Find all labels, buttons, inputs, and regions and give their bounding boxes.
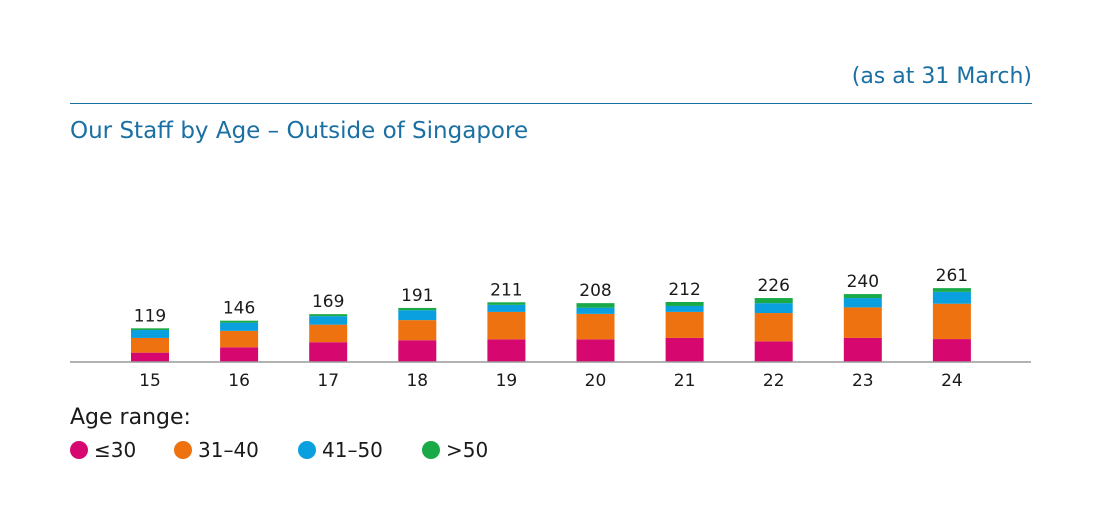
legend-item-31-40: 31–40 <box>174 438 298 462</box>
bar-segment <box>487 304 526 312</box>
bar-total-label: 226 <box>757 276 789 296</box>
legend-label: >50 <box>446 438 489 462</box>
bar-segment <box>220 322 259 331</box>
bar-segment <box>309 316 348 325</box>
legend-item-under-30: ≤30 <box>70 438 174 462</box>
magenta-dot-icon <box>70 441 88 459</box>
legend-label: 41–50 <box>322 438 383 462</box>
bar-segment <box>309 314 348 317</box>
x-tick-label: 18 <box>406 371 428 391</box>
bar-segment <box>220 330 259 348</box>
bar-segment <box>665 305 704 312</box>
bar-segment <box>932 303 971 340</box>
bar-segment <box>309 324 348 343</box>
blue-dot-icon <box>298 441 316 459</box>
x-tick-label: 20 <box>585 371 607 391</box>
bar-segment <box>398 310 437 321</box>
bar-segment <box>487 302 526 305</box>
bar-segment <box>843 298 882 308</box>
bar-segment <box>754 341 793 362</box>
x-tick-label: 16 <box>228 371 250 391</box>
bar-segment <box>576 313 615 340</box>
bar-total-label: 191 <box>401 286 433 306</box>
bar-segment <box>843 294 882 299</box>
x-tick-label: 17 <box>317 371 339 391</box>
bar-segment <box>843 337 882 362</box>
bar-segment <box>932 339 971 362</box>
bar-segment <box>220 347 259 362</box>
bar-total-label: 208 <box>579 281 611 301</box>
legend-label: 31–40 <box>198 438 259 462</box>
x-tick-label: 19 <box>496 371 518 391</box>
x-tick-label: 23 <box>852 371 874 391</box>
bar-segment <box>754 313 793 342</box>
bar-total-label: 169 <box>312 292 344 312</box>
bar-total-label: 261 <box>936 266 968 286</box>
bar-segment <box>487 339 526 362</box>
bar-segment <box>131 352 169 362</box>
bar-segment <box>576 339 615 362</box>
x-tick-label: 21 <box>674 371 696 391</box>
bar-total-label: 146 <box>223 299 255 319</box>
legend-item-41-50: 41–50 <box>298 438 422 462</box>
legend-label: ≤30 <box>94 438 137 462</box>
bar-total-label: 211 <box>490 280 522 300</box>
bar-segment <box>576 303 615 308</box>
bar-segment <box>576 307 615 314</box>
bar-segment <box>665 311 704 338</box>
bar-segment <box>398 307 437 311</box>
bar-segment <box>131 328 169 331</box>
bar-segment <box>932 291 971 304</box>
x-tick-labels-group: 15 16 17 18 19 20 21 22 23 24 <box>139 371 963 391</box>
legend-title: Age range: <box>70 405 191 430</box>
bar-segment <box>665 337 704 362</box>
legend-item-over-50: >50 <box>422 438 488 462</box>
orange-dot-icon <box>174 441 192 459</box>
bar-segment <box>131 337 169 353</box>
bar-segment <box>309 342 348 362</box>
x-tick-label: 24 <box>941 371 963 391</box>
header-divider <box>70 103 1032 104</box>
bar-total-label: 119 <box>134 306 166 326</box>
green-dot-icon <box>422 441 440 459</box>
bar-total-label: 240 <box>847 272 879 292</box>
bar-total-label: 212 <box>668 280 700 300</box>
x-tick-label: 15 <box>139 371 161 391</box>
bar-segment <box>131 330 169 338</box>
bar-segment <box>220 320 259 323</box>
bars-group <box>131 288 971 362</box>
bar-segment <box>754 303 793 314</box>
total-labels-group: 119 146 169 191 211 208 212 226 240 261 <box>134 266 968 326</box>
chart-title: Our Staff by Age – Outside of Singapore <box>70 118 529 144</box>
bar-segment <box>665 302 704 306</box>
bar-segment <box>398 320 437 341</box>
bar-segment <box>398 340 437 362</box>
bar-segment <box>754 298 793 304</box>
date-note: (as at 31 March) <box>851 64 1032 89</box>
bar-segment <box>487 311 526 340</box>
legend: ≤30 31–40 41–50 >50 <box>70 438 488 462</box>
bar-segment <box>932 288 971 292</box>
bar-segment <box>843 307 882 338</box>
x-tick-label: 22 <box>763 371 785 391</box>
